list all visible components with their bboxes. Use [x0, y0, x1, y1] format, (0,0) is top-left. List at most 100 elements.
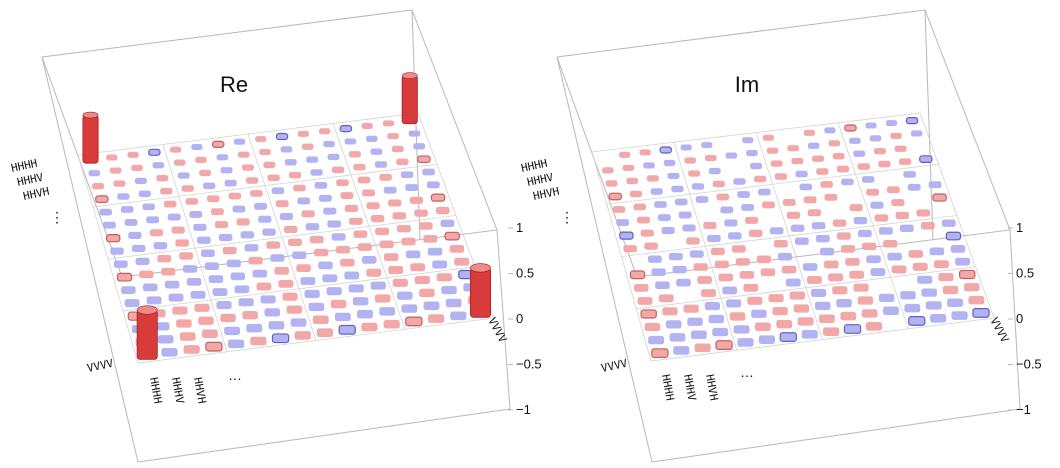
positive-bar	[172, 306, 188, 315]
positive-bar	[248, 256, 263, 265]
z-tick-label: 1	[516, 220, 523, 235]
negative-bar	[870, 201, 884, 209]
positive-bar	[865, 322, 883, 331]
positive-bar	[288, 171, 302, 179]
negative-bar	[841, 178, 854, 186]
negative-bar	[318, 261, 333, 270]
negative-bar	[326, 287, 342, 296]
negative-bar	[925, 301, 942, 310]
negative-bar	[168, 293, 184, 302]
negative-bar	[216, 154, 229, 161]
negative-bar	[164, 280, 180, 289]
positive-bar	[436, 273, 452, 282]
z-tick-label: −1	[516, 402, 531, 417]
negative-bar	[728, 232, 742, 240]
positive-bar	[301, 143, 314, 150]
negative-bar	[422, 168, 435, 176]
positive-bar	[198, 316, 214, 325]
z-axis: 1 0.5 0 −0.5 −1	[508, 220, 542, 417]
positive-bar	[739, 270, 755, 279]
negative-bar	[405, 184, 419, 191]
positive-bar	[781, 265, 797, 274]
negative-bar	[432, 260, 448, 269]
positive-bar	[314, 248, 329, 257]
positive-bar	[353, 163, 366, 171]
positive-bar	[894, 145, 907, 152]
negative-bar	[300, 277, 316, 286]
positive-bar	[361, 322, 378, 332]
row-label: HHHV	[16, 171, 45, 189]
positive-bar	[131, 164, 143, 171]
positive-bar	[414, 209, 428, 217]
negative-bar	[365, 135, 378, 142]
negative-bar	[275, 132, 289, 141]
positive-bar	[109, 167, 122, 174]
negative-bar	[724, 219, 738, 227]
positive-bar	[388, 199, 402, 207]
negative-bar	[120, 206, 134, 213]
negative-bar	[795, 170, 808, 178]
z-tick-label: 0	[1016, 311, 1023, 326]
negative-bar	[672, 265, 687, 274]
negative-bar	[383, 186, 397, 194]
positive-bar	[139, 270, 154, 279]
negative-bar	[310, 169, 323, 176]
row-label: HHHH	[10, 157, 39, 175]
negative-bar	[861, 176, 875, 183]
positive-bar	[844, 124, 857, 132]
negative-bar	[870, 268, 886, 277]
positive-bar	[874, 214, 889, 222]
positive-bar	[449, 245, 465, 253]
positive-bar	[236, 218, 250, 226]
negative-bar	[669, 333, 686, 342]
negative-bar	[284, 159, 297, 166]
negative-bar	[177, 172, 190, 179]
positive-bar	[754, 322, 771, 331]
negative-bar	[327, 153, 340, 161]
negative-bar	[887, 252, 902, 261]
negative-bar	[134, 177, 147, 185]
tall-bar	[82, 111, 99, 164]
negative-bar	[397, 291, 413, 300]
negative-bar	[799, 183, 813, 191]
z-tick-label: 0.5	[516, 266, 534, 281]
negative-bar	[413, 143, 426, 150]
positive-bar	[760, 268, 776, 277]
positive-bar	[701, 289, 716, 298]
negative-bar	[146, 296, 162, 305]
negative-bar	[824, 127, 836, 134]
negative-bar	[357, 309, 373, 319]
negative-bar	[908, 316, 926, 326]
negative-bar	[182, 265, 198, 273]
negative-bar	[352, 297, 369, 306]
positive-bar	[266, 241, 281, 249]
negative-bar	[661, 227, 675, 235]
positive-bar	[873, 148, 886, 155]
positive-bar	[336, 179, 349, 187]
positive-bar	[296, 264, 311, 273]
negative-bar	[427, 247, 443, 256]
negative-bar	[741, 204, 755, 211]
negative-bar	[857, 229, 872, 238]
positive-bar	[803, 196, 817, 204]
positive-bar	[410, 263, 426, 272]
negative-bar	[814, 301, 831, 310]
negative-bar	[138, 190, 151, 198]
negative-bar	[246, 323, 263, 333]
negative-bar	[423, 301, 440, 310]
positive-bar	[330, 299, 347, 309]
negative-bar	[224, 179, 237, 187]
positive-bar	[772, 306, 788, 316]
positive-bar	[968, 295, 985, 305]
negative-bar	[919, 155, 933, 163]
negative-bar	[947, 298, 963, 308]
positive-bar	[222, 246, 237, 255]
positive-bar	[331, 166, 345, 174]
positive-bar	[735, 258, 750, 266]
positive-bar	[214, 221, 229, 229]
negative-bar	[102, 221, 116, 229]
positive-bar	[282, 292, 298, 301]
negative-bar	[186, 278, 202, 286]
positive-bar	[697, 276, 712, 284]
negative-bar	[725, 152, 738, 159]
